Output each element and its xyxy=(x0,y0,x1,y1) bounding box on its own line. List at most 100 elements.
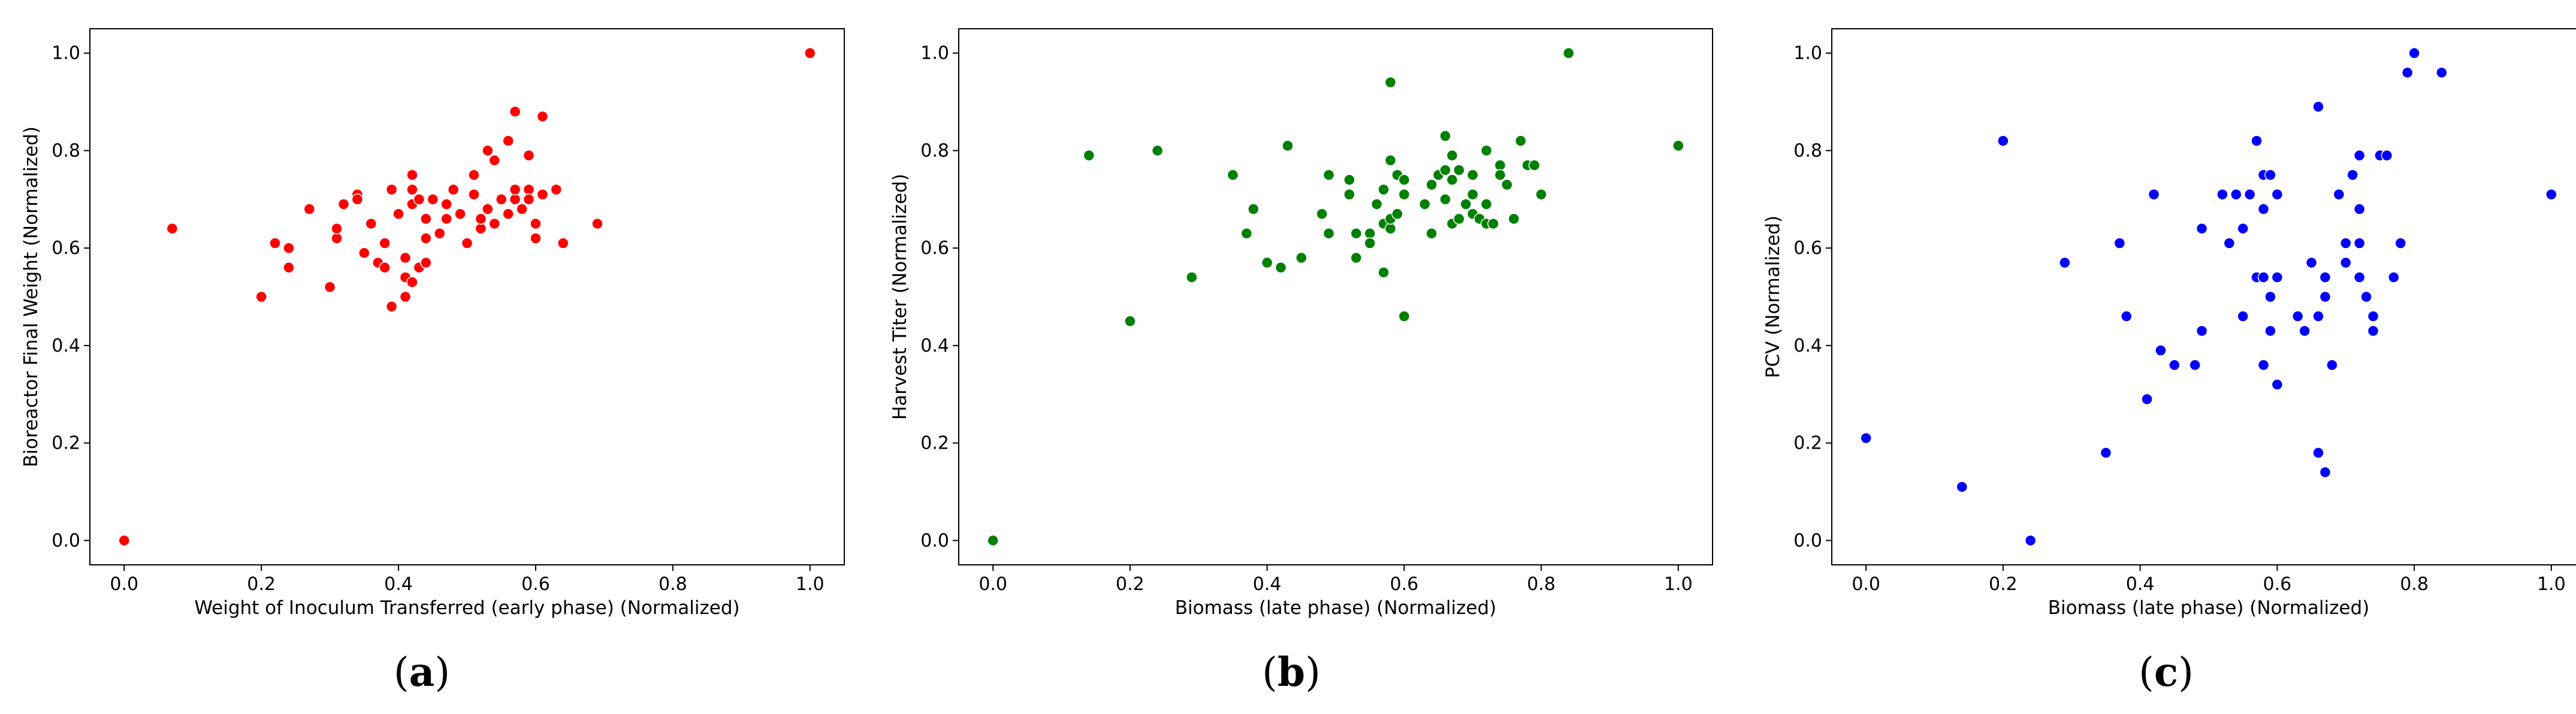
data-point xyxy=(2353,203,2366,215)
data-point xyxy=(530,217,542,230)
panel-label-open-paren: ( xyxy=(394,649,409,695)
data-point xyxy=(1378,183,1390,196)
y-tick-label: 0.0 xyxy=(52,530,80,551)
data-point xyxy=(2141,393,2153,406)
data-point xyxy=(2312,101,2324,113)
data-point xyxy=(488,217,501,230)
data-point xyxy=(2196,222,2208,235)
data-point xyxy=(523,193,535,205)
y-tick-label: 0.4 xyxy=(1793,335,1822,356)
data-point xyxy=(1391,208,1403,220)
x-tick-label: 0.4 xyxy=(2126,574,2155,595)
data-point xyxy=(536,110,549,123)
x-tick-label: 0.2 xyxy=(1989,574,2018,595)
data-point xyxy=(2353,149,2366,162)
chart-panel-c: 0.0 0.2 0.4 0.6 0.8 1.0 0.0 0.2 0.4 0.6 0.8 1.0 Biom… xyxy=(1762,28,2576,695)
data-point xyxy=(2271,379,2284,391)
data-point xyxy=(1494,169,1506,181)
data-point xyxy=(2257,359,2270,371)
data-point xyxy=(1956,481,1968,493)
data-point xyxy=(440,213,452,225)
panel-label-letter: b xyxy=(1278,649,1305,695)
data-point xyxy=(2121,310,2133,322)
data-point xyxy=(454,208,466,220)
data-point xyxy=(2339,237,2352,249)
data-point xyxy=(1466,169,1479,181)
x-tick-label: 0.2 xyxy=(247,574,276,595)
plot-frame xyxy=(958,28,1713,565)
y-tick-label: 0.2 xyxy=(1793,433,1822,454)
data-point xyxy=(406,169,418,181)
data-point xyxy=(420,232,432,244)
data-point xyxy=(1282,140,1294,152)
data-point xyxy=(2312,447,2324,459)
data-point xyxy=(2243,188,2256,201)
data-point xyxy=(118,534,130,547)
data-point xyxy=(385,183,398,196)
panel-label-close-paren: ) xyxy=(2178,649,2194,695)
panel-label-open-paren: ( xyxy=(2139,649,2154,695)
data-point xyxy=(166,222,179,235)
data-point xyxy=(1535,188,1547,201)
data-point xyxy=(2339,256,2352,269)
data-point xyxy=(2059,256,2071,269)
data-point xyxy=(324,281,336,293)
data-point xyxy=(283,242,295,254)
data-point xyxy=(2436,66,2448,78)
data-point xyxy=(2113,237,2126,249)
data-point xyxy=(2257,203,2270,215)
data-point xyxy=(2148,188,2160,201)
data-point xyxy=(2326,359,2338,371)
x-axis-label: Biomass (late phase) (Normalized) xyxy=(2048,597,2369,619)
data-point xyxy=(379,261,391,274)
data-point xyxy=(406,183,418,196)
data-point xyxy=(420,213,432,225)
data-point xyxy=(413,193,425,205)
data-point xyxy=(2237,222,2249,235)
data-point xyxy=(1426,179,1438,191)
data-point xyxy=(516,203,528,215)
data-point xyxy=(1384,222,1397,235)
data-point xyxy=(475,213,487,225)
y-tick-label: 1.0 xyxy=(920,43,949,64)
data-point xyxy=(269,237,281,249)
data-point xyxy=(2155,344,2167,356)
data-point xyxy=(433,227,446,240)
data-point xyxy=(2333,188,2345,201)
y-tick-label: 0.0 xyxy=(920,530,949,551)
y-tick-label: 0.8 xyxy=(920,140,949,161)
data-point xyxy=(1501,179,1513,191)
data-point xyxy=(1528,159,1541,171)
data-point xyxy=(1426,227,1438,240)
data-point xyxy=(399,291,412,303)
data-points xyxy=(118,47,816,547)
data-point xyxy=(475,222,487,235)
panel-label-close-paren: ) xyxy=(1305,649,1321,695)
y-tick-label: 0.6 xyxy=(1793,238,1822,259)
data-point xyxy=(1860,432,1872,444)
data-point xyxy=(1248,203,1260,215)
x-tick-label: 0.8 xyxy=(2400,574,2429,595)
data-point xyxy=(523,183,535,196)
data-point xyxy=(1370,198,1383,210)
data-points xyxy=(1860,47,2557,547)
data-point xyxy=(351,193,364,205)
data-point xyxy=(468,169,480,181)
data-point xyxy=(1364,237,1376,249)
data-point xyxy=(1151,144,1164,157)
data-point xyxy=(331,232,343,244)
y-tick-label: 1.0 xyxy=(52,43,80,64)
data-point xyxy=(2196,325,2208,337)
data-point xyxy=(303,203,316,215)
data-point xyxy=(2347,169,2358,181)
data-point xyxy=(1240,227,1253,240)
y-tick-label: 0.8 xyxy=(52,140,80,161)
data-point xyxy=(536,188,549,201)
data-point xyxy=(358,247,370,259)
x-tick-label: 0.4 xyxy=(384,574,413,595)
x-tick-label: 0.4 xyxy=(1253,574,1282,595)
y-tick-label: 0.6 xyxy=(52,238,80,259)
data-point xyxy=(1515,135,1527,147)
x-tick-label: 0.2 xyxy=(1116,574,1144,595)
y-tick-label: 0.4 xyxy=(920,335,949,356)
